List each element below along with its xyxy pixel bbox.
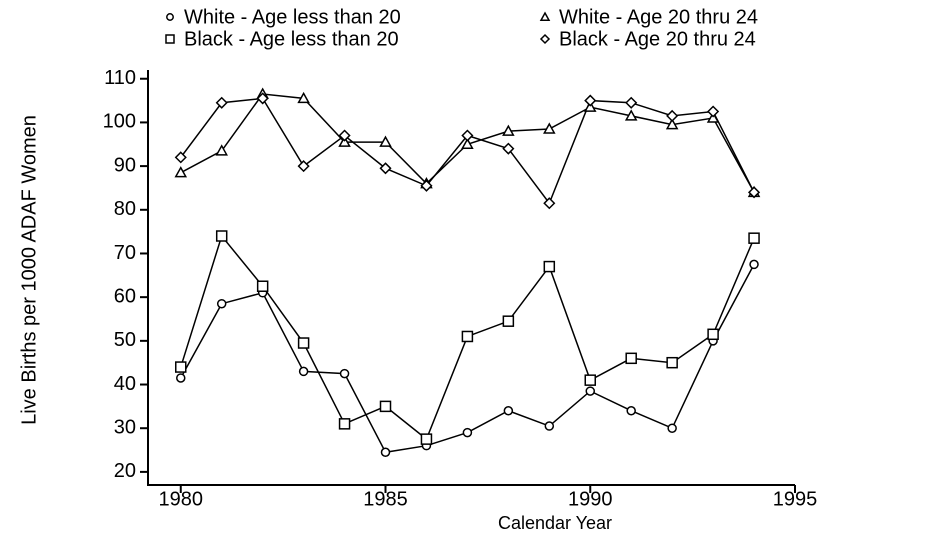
legend-label: White - Age less than 20 [184,6,401,28]
x-tick-label: 1985 [363,488,408,510]
marker [338,129,351,142]
marker [502,142,515,155]
marker [176,373,186,383]
x-tick-label: 1990 [568,488,613,510]
y-tick-label: 80 [114,198,136,220]
marker [749,259,759,270]
marker [215,144,228,156]
y-tick-label: 30 [114,416,136,438]
axes [147,70,795,486]
marker [502,315,515,327]
y-tick-label: 70 [114,242,136,264]
y-tick-label: 40 [114,373,136,395]
marker [665,118,679,130]
legend-marker [539,11,551,21]
marker [215,230,228,242]
legend-label: Black - Age 20 thru 24 [559,28,756,50]
marker [256,92,269,105]
marker [502,124,515,136]
marker [666,356,678,369]
marker [626,405,636,416]
marker [667,423,677,433]
marker [420,179,433,192]
marker [174,166,188,178]
marker [297,337,310,349]
marker [339,368,350,379]
legend-marker [166,13,174,21]
marker [461,137,474,150]
marker [461,129,474,142]
marker [175,361,187,373]
y-tick-label: 20 [114,460,136,482]
y-axis-label: Live Births per 1000 ADAF Women [18,115,40,425]
marker [747,186,761,199]
marker [543,122,556,134]
marker [585,386,596,396]
x-axis-label: Calendar Year [498,513,612,533]
marker [666,109,679,122]
x-tick-label: 1995 [773,488,818,510]
legend-label: Black - Age less than 20 [184,28,399,50]
marker [707,105,720,118]
marker [379,135,392,147]
marker [625,96,638,109]
y-tick-label: 90 [114,154,136,176]
marker [707,328,719,341]
y-tick-label: 100 [103,111,136,133]
marker [584,94,597,107]
marker [174,151,187,164]
marker [420,433,433,445]
marker [216,298,227,309]
marker [297,91,310,104]
marker [215,96,228,109]
marker [543,260,556,273]
marker [461,330,474,343]
y-tick-label: 50 [114,329,136,351]
marker [256,280,269,292]
marker [543,197,556,210]
marker [338,418,351,430]
legend-marker [165,34,175,44]
marker [748,232,760,244]
marker [625,352,637,365]
marker [503,405,514,416]
marker [379,162,392,175]
marker [380,447,391,457]
legend-label: White - Age 20 thru 24 [559,6,758,28]
marker [298,366,309,377]
marker [379,400,392,413]
marker [544,421,555,431]
y-tick-label: 60 [114,285,136,307]
marker [462,427,473,438]
marker [584,374,597,386]
marker [297,160,310,173]
y-tick-label: 110 [104,67,136,89]
marker [624,109,638,121]
x-tick-label: 1980 [159,488,204,510]
legend-marker [539,33,551,45]
